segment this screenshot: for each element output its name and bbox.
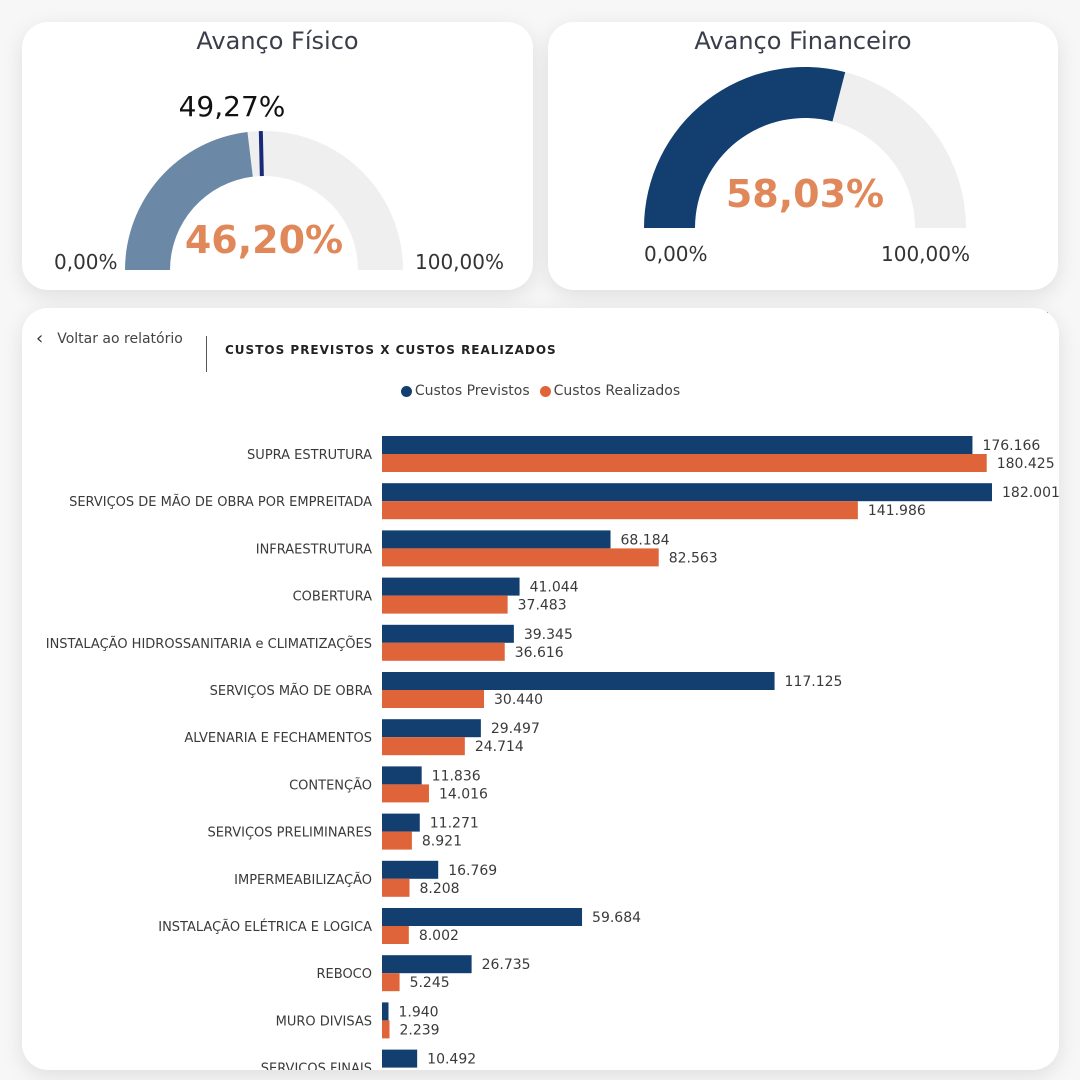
gauge-title: Avanço Físico: [196, 27, 359, 55]
category-label: INSTALAÇÃO HIDROSSANITARIA e CLIMATIZAÇÕ…: [46, 636, 372, 652]
bar-value-label: 141.986: [868, 503, 926, 519]
bar-previsto[interactable]: [382, 766, 422, 785]
gauge-max-label: 100,00%: [881, 242, 970, 266]
bar-chart-plot: SUPRA ESTRUTURA 176.166 180.425 SERVIÇOS DE…: [46, 436, 1059, 1070]
category-label: IMPERMEABILIZAÇÃO: [234, 872, 372, 888]
bar-value-label: 1.940: [399, 1004, 439, 1020]
bar-value-label: 10.492: [427, 1052, 476, 1068]
header-divider: [206, 336, 207, 372]
gauge-min-label: 0,00%: [54, 250, 118, 274]
gauge-card-avanco-fisico: Avanço Físico 49,27% 46,20% 0,00% 100,00…: [22, 22, 533, 290]
bar-previsto[interactable]: [382, 908, 583, 926]
bar-realizado[interactable]: [382, 878, 410, 897]
bar-value-label: 11.836: [432, 768, 481, 784]
bar-previsto[interactable]: [382, 577, 520, 596]
legend-item-realizados[interactable]: Custos Realizados: [539, 383, 681, 399]
bar-realizado[interactable]: [382, 501, 858, 520]
bar-realizado[interactable]: [382, 784, 429, 803]
bar-realizado[interactable]: [382, 926, 409, 944]
chart-legend: Custos Previstos Custos Realizados: [22, 383, 1059, 399]
bar-previsto[interactable]: [382, 719, 481, 738]
bar-value-label: 37.483: [518, 598, 567, 614]
bar-realizado[interactable]: [382, 595, 508, 614]
gauge-max-label: 100,00%: [415, 250, 504, 274]
bar-value-label: 82.563: [669, 550, 718, 566]
gauge-fill: [125, 131, 253, 270]
gauge-arc: [644, 67, 966, 228]
gauge-target-value: 49,27%: [178, 90, 286, 123]
gauge-card-avanco-financeiro: Avanço Financeiro 58,03% 0,00% 100,00%: [548, 22, 1058, 290]
bar-realizado[interactable]: [382, 831, 412, 850]
legend-dot-icon: [400, 385, 412, 397]
bar-value-label: 59.684: [592, 910, 641, 926]
bar-chart-card: ‹ Voltar ao relatório CUSTOS PREVISTOS X…: [22, 308, 1059, 1070]
bar-value-label: 41.044: [530, 580, 579, 596]
bar-value-label: 26.735: [482, 957, 531, 973]
bar-previsto[interactable]: [382, 436, 973, 454]
bar-value-label: 180.425: [997, 456, 1055, 472]
bar-value-label: 8.208: [420, 881, 460, 897]
bar-value-label: 11.271: [430, 816, 479, 832]
back-to-report-button[interactable]: ‹ Voltar ao relatório: [36, 328, 183, 349]
bar-previsto[interactable]: [382, 860, 439, 879]
bar-previsto[interactable]: [382, 624, 514, 643]
gauge-value: 58,03%: [725, 172, 885, 216]
bar-realizado[interactable]: [382, 973, 400, 992]
bar-value-label: 182.001: [1002, 485, 1059, 501]
bar-value-label: 14.016: [439, 786, 488, 802]
bar-value-label: 8.921: [422, 834, 462, 850]
bar-realizado[interactable]: [382, 548, 659, 567]
gauge-min-label: 0,00%: [644, 242, 708, 266]
bar-realizado[interactable]: [382, 737, 465, 756]
gauge-title: Avanço Financeiro: [694, 27, 912, 55]
bar-value-label: 36.616: [515, 645, 564, 661]
category-label: INFRAESTRUTURA: [256, 542, 372, 557]
legend-dot-icon: [539, 385, 551, 397]
bar-previsto[interactable]: [382, 483, 992, 502]
category-label: MURO DIVISAS: [276, 1014, 372, 1029]
gauge-target-marker: [258, 130, 264, 177]
legend-label: Custos Realizados: [553, 383, 681, 399]
category-label: INSTALAÇÃO ELÉTRICA E LOGICA: [158, 919, 372, 935]
bar-value-label: 29.497: [491, 721, 540, 737]
chart-title: CUSTOS PREVISTOS X CUSTOS REALIZADOS: [225, 343, 557, 357]
bar-previsto[interactable]: [382, 672, 775, 690]
gauge-arc: [125, 130, 403, 270]
bar-value-label: 16.769: [448, 863, 497, 879]
bar-value-label: 68.184: [621, 532, 670, 548]
bar-previsto[interactable]: [382, 1049, 418, 1068]
bar-value-label: 30.440: [494, 692, 543, 708]
bar-value-label: 8.002: [419, 928, 459, 944]
bar-previsto[interactable]: [382, 1002, 389, 1021]
category-label: SERVIÇOS DE MÃO DE OBRA POR EMPREITADA: [69, 494, 372, 510]
bar-value-label: 176.166: [982, 438, 1040, 454]
bar-value-label: 39.345: [524, 627, 573, 643]
back-to-report-label: Voltar ao relatório: [57, 330, 183, 347]
category-label: COBERTURA: [293, 590, 372, 605]
bar-value-label: 24.714: [475, 739, 524, 755]
category-label: CONTENÇÃO: [289, 777, 372, 793]
bar-realizado[interactable]: [382, 454, 987, 472]
category-label: SUPRA ESTRUTURA: [247, 448, 372, 463]
gauge-value: 46,20%: [184, 218, 344, 262]
bar-realizado[interactable]: [382, 642, 505, 661]
bar-value-label: 117.125: [785, 674, 843, 690]
bar-value-label: 5.245: [410, 975, 450, 991]
bar-realizado[interactable]: [382, 1020, 390, 1039]
bar-previsto[interactable]: [382, 955, 472, 974]
bar-realizado[interactable]: [382, 690, 485, 708]
category-label: REBOCO: [317, 967, 372, 982]
bar-previsto[interactable]: [382, 813, 420, 832]
category-label: SERVIÇOS PRELIMINARES: [207, 826, 372, 841]
bar-value-label: 2.239: [400, 1022, 440, 1038]
chevron-left-icon: ‹: [36, 328, 44, 349]
gauge-fill: [644, 67, 846, 228]
category-label: ALVENARIA E FECHAMENTOS: [184, 731, 372, 746]
category-label: SERVIÇOS FINAIS: [261, 1062, 372, 1070]
category-label: SERVIÇOS MÃO DE OBRA: [210, 683, 372, 699]
legend-label: Custos Previstos: [414, 383, 530, 399]
legend-item-previstos[interactable]: Custos Previstos: [400, 383, 530, 399]
bar-previsto[interactable]: [382, 530, 611, 549]
